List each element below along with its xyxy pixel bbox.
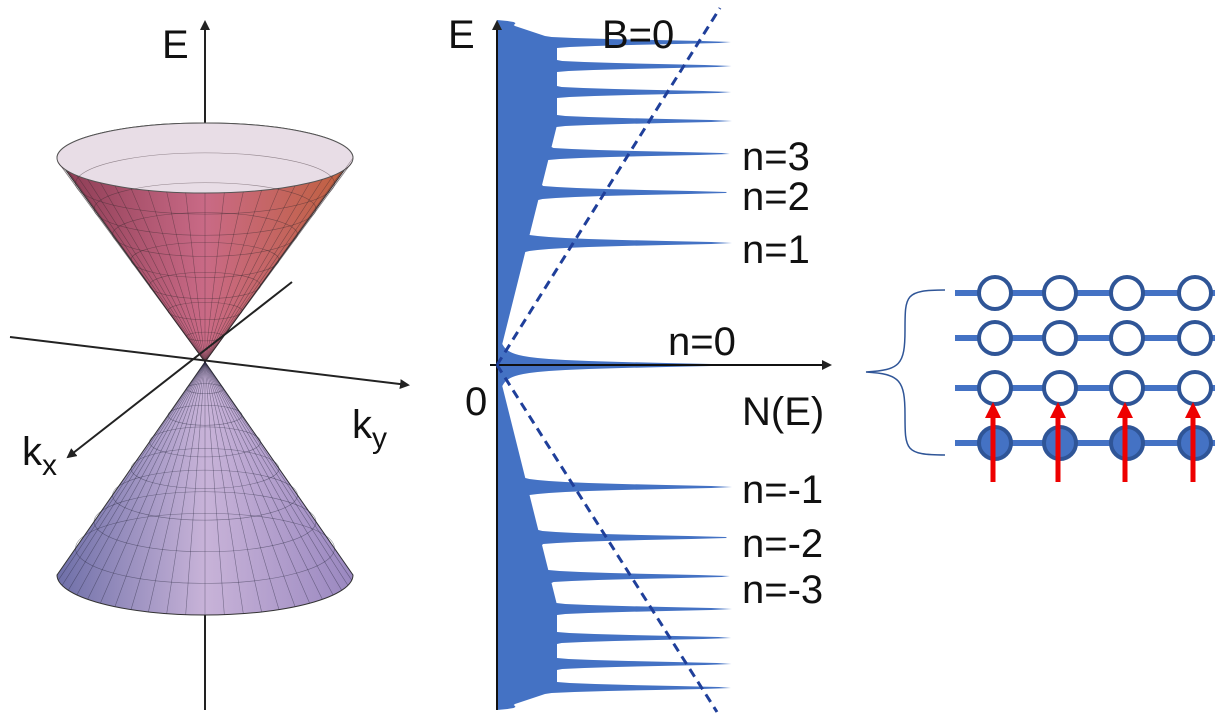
level-label: n=2 bbox=[742, 175, 810, 219]
empty-site bbox=[1179, 322, 1211, 354]
empty-site bbox=[979, 372, 1011, 404]
level-label: n=-3 bbox=[742, 568, 823, 612]
empty-site bbox=[1111, 277, 1143, 309]
empty-site bbox=[1111, 322, 1143, 354]
empty-site bbox=[1044, 322, 1076, 354]
kx-base: k bbox=[22, 430, 43, 474]
brace bbox=[866, 290, 945, 455]
level-label: n=3 bbox=[742, 135, 810, 179]
level-label: n=-1 bbox=[742, 468, 823, 512]
level-label: n=-2 bbox=[742, 522, 823, 566]
empty-site bbox=[979, 277, 1011, 309]
empty-site bbox=[1179, 277, 1211, 309]
empty-site bbox=[1044, 372, 1076, 404]
ky-sub: y bbox=[372, 422, 387, 455]
figure: E kx ky E B=0 0 N(E) n=3 n=2 n=1 n=0 n=-… bbox=[0, 0, 1215, 715]
empty-site bbox=[979, 322, 1011, 354]
level-label: n=0 bbox=[668, 320, 736, 364]
ky-base: k bbox=[352, 403, 373, 447]
page: E kx ky E B=0 0 N(E) n=3 n=2 n=1 n=0 n=-… bbox=[0, 0, 1215, 715]
empty-site bbox=[1044, 277, 1076, 309]
e-label: E bbox=[448, 13, 475, 57]
empty-site bbox=[1111, 372, 1143, 404]
lattice bbox=[955, 277, 1215, 482]
density-of-states: E B=0 0 N(E) n=3 n=2 n=1 n=0 n=-1 n=-2 n… bbox=[448, 8, 830, 712]
e-label: E bbox=[162, 23, 189, 67]
kx-label: kx bbox=[22, 430, 57, 482]
dirac-cone: E kx ky bbox=[10, 22, 408, 710]
kx-sub: x bbox=[42, 449, 57, 482]
ky-label: ky bbox=[352, 403, 387, 455]
n-axis-label: N(E) bbox=[742, 390, 824, 434]
b0-label: B=0 bbox=[602, 13, 674, 57]
empty-site bbox=[1179, 372, 1211, 404]
origin-label: 0 bbox=[465, 380, 487, 424]
level-label: n=1 bbox=[742, 228, 810, 272]
